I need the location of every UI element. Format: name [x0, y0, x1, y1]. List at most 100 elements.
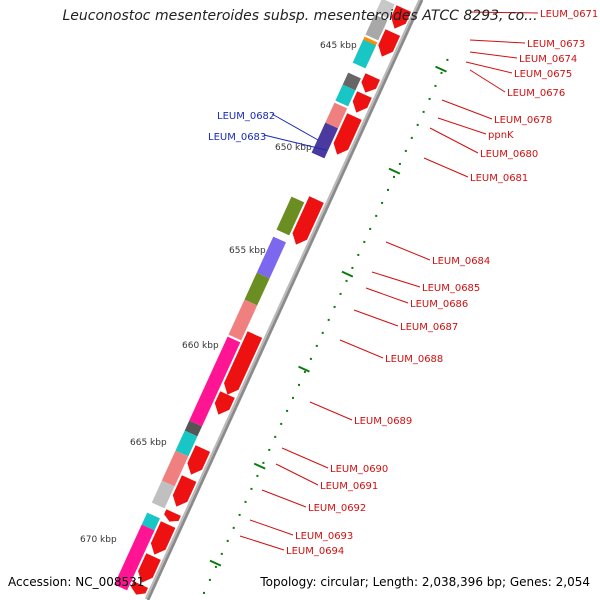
leader-line: [385, 241, 431, 261]
gene-arrow: [164, 509, 181, 522]
scale-tick-label: 660 kbp: [182, 341, 219, 351]
leader-line: [469, 69, 506, 93]
gene-block: [375, 0, 395, 19]
gene-label: LEUM_0692: [308, 503, 366, 514]
gene-block: [114, 524, 155, 591]
gene-label: LEUM_0681: [470, 173, 528, 184]
scale-dot: [214, 565, 217, 568]
gene-label: LEUM_0684: [432, 256, 490, 267]
gene-label: LEUM_0691: [320, 481, 378, 492]
scale-dot: [327, 318, 330, 321]
gene-arrow: [214, 391, 235, 415]
gene-labels: LEUM_0671 LEUM_0673 LEUM_0674 LEUM_0675 LEUM…: [208, 9, 598, 557]
scale-dot: [357, 253, 360, 256]
leader-line: [371, 271, 421, 288]
gene-block: [365, 14, 388, 41]
gene-block: [244, 272, 270, 306]
gene-block: [184, 420, 202, 437]
gene-label: LEUM_0680: [480, 149, 538, 160]
gene-arrow: [378, 29, 401, 57]
leader-line: [281, 447, 329, 469]
leader-line: [437, 117, 487, 135]
gene-arrow: [187, 445, 211, 475]
leader-line: [309, 401, 353, 421]
scale-dot: [434, 84, 437, 87]
gene-block: [161, 450, 189, 487]
scale-tick-label: 645 kbp: [320, 41, 357, 51]
scale-dot: [220, 552, 223, 555]
gene-label: LEUM_0674: [519, 54, 577, 65]
scale-dot: [280, 422, 283, 425]
leader-line: [441, 99, 493, 120]
gene-label: LEUM_0675: [514, 69, 572, 80]
scale-dot: [339, 292, 342, 295]
scale-dot: [416, 123, 419, 126]
gene-label: LEUM_0688: [385, 354, 443, 365]
scale-dot: [375, 214, 378, 217]
topology-text: Topology: circular; Length: 2,038,396 bp…: [260, 575, 590, 589]
leader-line: [465, 61, 513, 74]
gene-label: LEUM_0689: [354, 416, 412, 427]
scale-dot: [393, 175, 395, 178]
gene-label: LEUM_0685: [422, 283, 480, 294]
scale-dot: [262, 461, 265, 464]
scale-dot: [345, 279, 348, 282]
leader-line: [429, 127, 479, 154]
gene-label: LEUM_0694: [286, 546, 344, 557]
leader-line: [423, 157, 469, 178]
scale-dot: [250, 487, 253, 490]
leader-line: [469, 51, 518, 59]
scale-dot: [404, 149, 407, 152]
gene-block: [311, 122, 339, 159]
gene-arrow: [172, 475, 197, 507]
scale-tick: [209, 559, 222, 567]
gene-label: LEUM_0687: [400, 322, 458, 333]
gene-arrow: [333, 113, 362, 155]
gene-block: [342, 72, 361, 91]
scale-tick-label: 650 kbp: [275, 143, 312, 153]
scale-dot: [351, 266, 354, 269]
scale-dots: [203, 58, 449, 594]
scale-dot: [363, 240, 366, 243]
accession-text: Accession: NC_008531: [8, 575, 145, 589]
gene-arrow: [138, 553, 161, 583]
gene-label: LEUM_0693: [295, 531, 353, 542]
gene-arrow: [391, 5, 412, 29]
scale-tick: [435, 65, 447, 73]
scale-tick: [388, 167, 401, 175]
leader-line: [353, 309, 399, 327]
scale-dot: [309, 357, 312, 360]
leader-line: [275, 463, 319, 486]
scale-dot: [440, 71, 443, 74]
scale-tick: [341, 270, 354, 278]
scale-dot: [428, 97, 431, 100]
scale-dot: [244, 500, 247, 503]
gene-arrow: [292, 196, 324, 245]
backbone-line: [146, 0, 424, 600]
scale-dot: [369, 227, 372, 230]
leader-line: [469, 39, 526, 44]
scale-dot: [333, 305, 336, 308]
gene-arrow: [131, 581, 148, 595]
leader-line: [261, 489, 307, 508]
leader-line: [469, 11, 539, 14]
gene-block: [352, 39, 376, 69]
gene-block: [151, 480, 175, 509]
scale-dot: [446, 58, 449, 61]
scale-dot: [315, 344, 318, 347]
leader-line: [239, 535, 285, 551]
map-title: Leuconostoc mesenteroides subsp. mesente…: [62, 8, 538, 24]
scale-dot: [298, 383, 300, 386]
gene-block: [228, 299, 258, 341]
gene-block: [276, 196, 305, 236]
gene-block: [256, 236, 286, 279]
scale-dot: [387, 188, 389, 191]
gene-label: LEUM_0678: [494, 115, 552, 126]
gene-label-left: LEUM_0683: [208, 132, 266, 143]
label-leader-lines: [239, 11, 539, 551]
scale-dot: [422, 110, 425, 113]
scale-dot: [226, 539, 229, 542]
gene-arrow: [361, 73, 380, 93]
scale-dot: [208, 578, 211, 581]
